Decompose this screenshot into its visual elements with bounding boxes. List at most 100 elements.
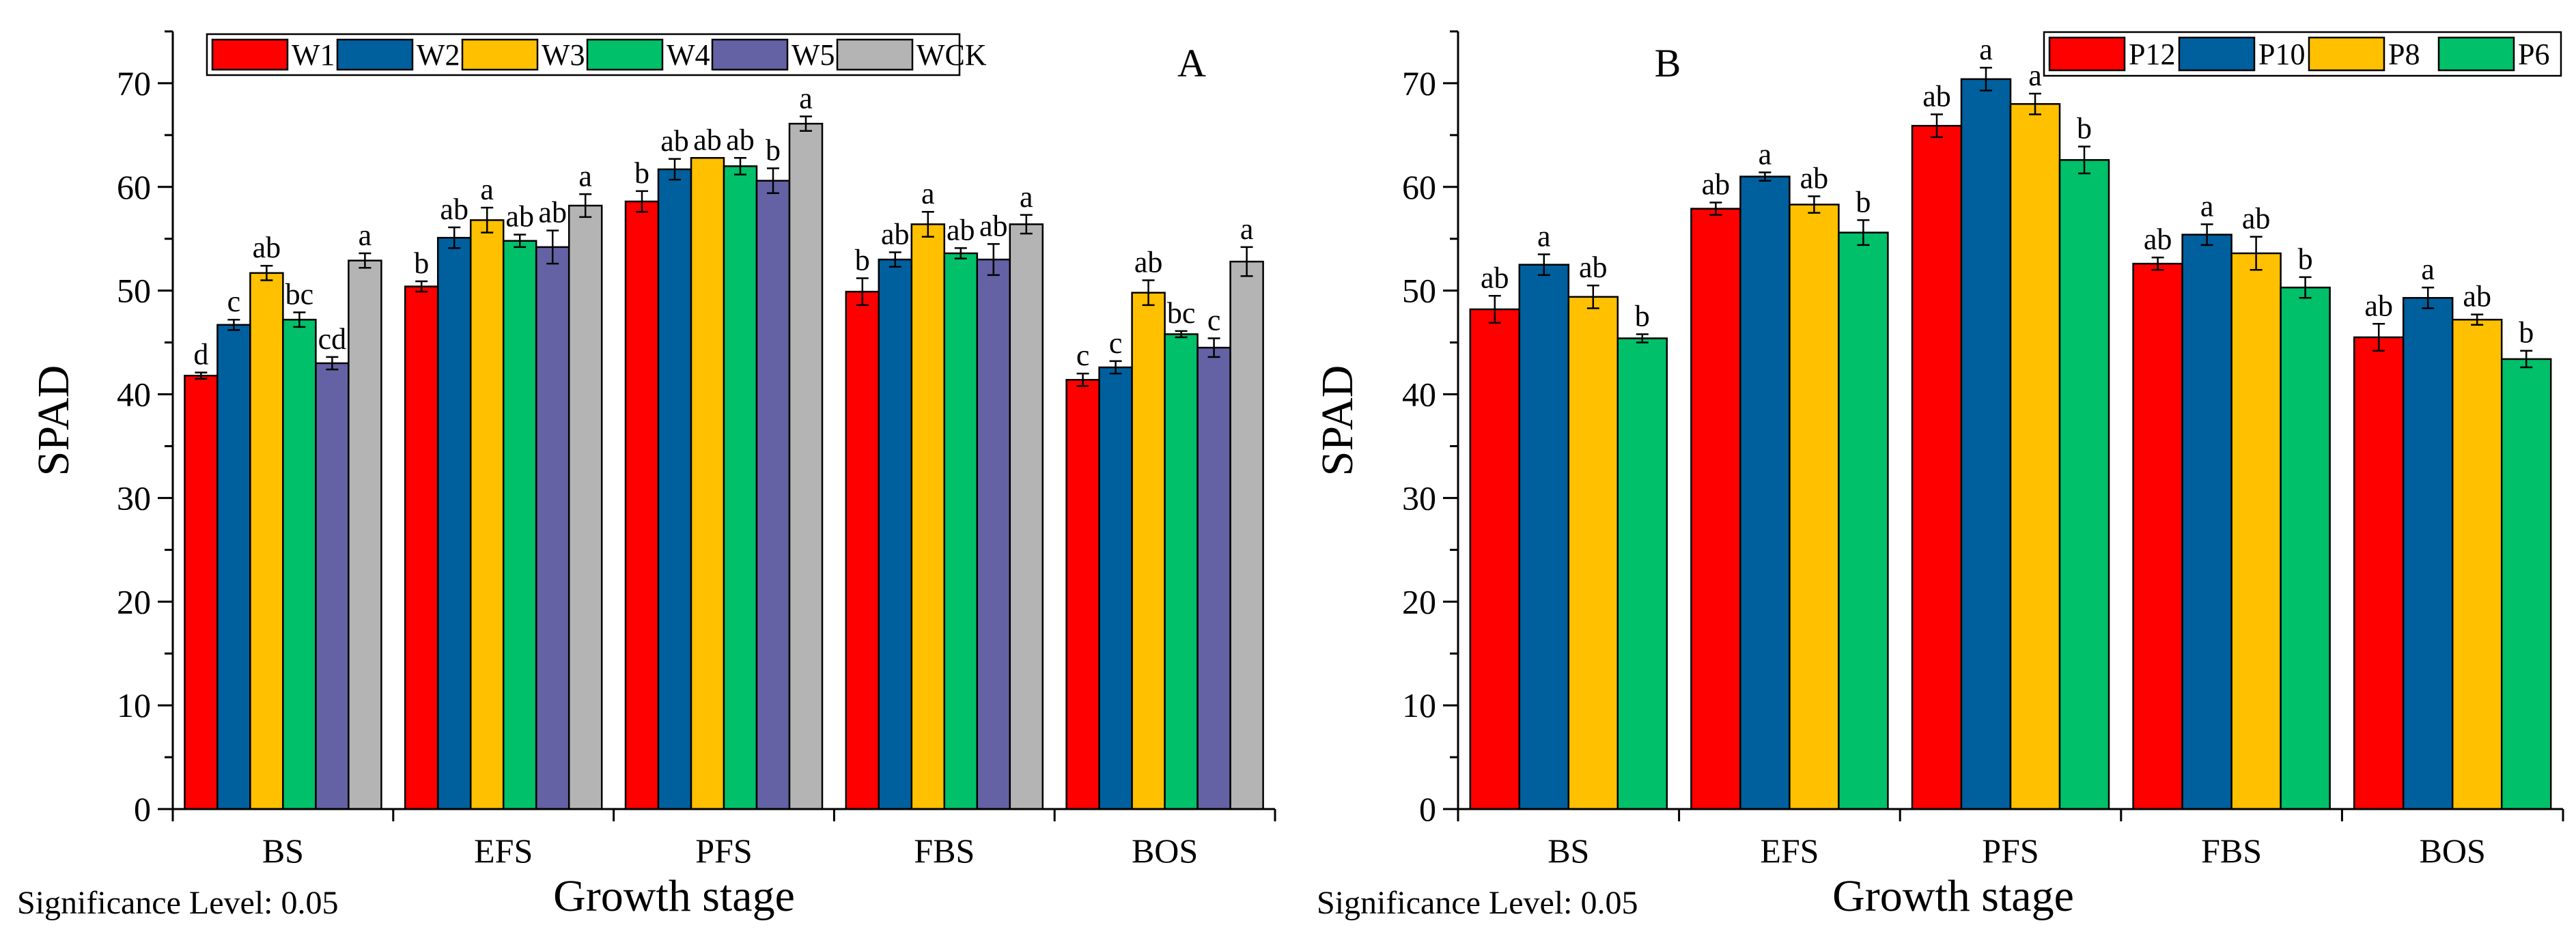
- significance-letter: cd: [318, 322, 347, 356]
- significance-letter: b: [2298, 242, 2313, 276]
- bar-p10-efs: [1739, 175, 1791, 810]
- bar-p6-fbs: [2280, 286, 2331, 810]
- bar-w1-fbs: [845, 290, 880, 810]
- legend-swatch-wck: [836, 38, 914, 71]
- bar-w5-efs: [535, 246, 570, 810]
- significance-letter: ab: [1800, 161, 1829, 195]
- bar-w5-pfs: [755, 180, 791, 810]
- bar-w4-bs: [282, 318, 317, 810]
- bar-wck-bos: [1229, 260, 1264, 810]
- significance-letter: a: [578, 159, 592, 193]
- significance-letter: c: [1109, 326, 1123, 360]
- significance-letter: ab: [693, 123, 722, 156]
- significance-letter: a: [2028, 59, 2042, 92]
- x-tick-label: PFS: [1982, 832, 2039, 870]
- significance-letter: ab: [979, 209, 1008, 242]
- bar-p10-pfs: [1960, 78, 2012, 810]
- legend-label-p6: P6: [2518, 38, 2549, 71]
- significance-letter: ab: [2364, 289, 2393, 322]
- y-tick-label: 70: [117, 64, 151, 102]
- bar-p10-bs: [1518, 264, 1570, 810]
- bar-w4-efs: [502, 240, 537, 810]
- significance-letter: a: [921, 177, 935, 210]
- x-tick-label: FBS: [2201, 832, 2262, 870]
- y-tick-label: 10: [117, 686, 151, 724]
- bar-w4-bos: [1164, 333, 1199, 810]
- y-tick-label: 40: [1402, 376, 1436, 414]
- y-tick-label: 40: [117, 376, 151, 414]
- legend-swatch-w1: [211, 38, 289, 71]
- significance-letter: a: [2421, 253, 2435, 286]
- significance-letter: ab: [2242, 202, 2271, 236]
- bar-wck-efs: [568, 204, 603, 810]
- significance-letter: ab: [538, 196, 567, 229]
- significance-letter: a: [1759, 138, 1772, 171]
- legend-label-w4: W4: [667, 38, 710, 72]
- bar-w2-bos: [1098, 366, 1133, 810]
- significance-letter: ab: [1922, 79, 1951, 113]
- significance-letter: ab: [440, 193, 468, 226]
- y-tick-label: 50: [1402, 272, 1436, 310]
- x-tick-label: BOS: [2420, 832, 2486, 870]
- bar-w1-pfs: [624, 200, 660, 810]
- bar-w5-bs: [315, 362, 350, 810]
- significance-letter: a: [2200, 189, 2214, 223]
- y-axis-title: SPAD: [1313, 365, 1362, 477]
- y-tick-label: 10: [1402, 686, 1436, 724]
- bar-p12-bos: [2353, 336, 2405, 810]
- legend-swatch-w2: [336, 38, 414, 71]
- significance-letter: a: [359, 218, 372, 252]
- y-axis-title: SPAD: [29, 365, 79, 477]
- legend-swatch-w4: [586, 38, 664, 71]
- legend-swatch-p6: [2437, 36, 2515, 72]
- bar-p8-fbs: [2230, 252, 2282, 810]
- legend-swatch-p10: [2178, 36, 2256, 72]
- significance-letter: a: [1020, 180, 1033, 214]
- significance-letter: b: [1856, 185, 1871, 218]
- significance-letter: a: [799, 82, 813, 115]
- significance-letter: bc: [1167, 296, 1196, 330]
- significance-letter: a: [1240, 212, 1254, 246]
- y-tick-label: 0: [1419, 790, 1436, 828]
- significance-letter: ab: [1481, 261, 1509, 294]
- significance-letter: a: [1537, 220, 1551, 253]
- significance-letter: b: [414, 246, 429, 280]
- x-axis-title: Growth stage: [1832, 871, 2074, 921]
- y-tick-label: 20: [117, 582, 151, 621]
- significance-letter: b: [855, 243, 870, 277]
- legend-label-w2: W2: [417, 38, 460, 72]
- y-tick-label: 50: [117, 272, 151, 310]
- legend-swatch-p8: [2308, 36, 2385, 72]
- bar-w2-fbs: [878, 258, 913, 810]
- legend-label-w1: W1: [292, 38, 335, 72]
- bar-p12-pfs: [1911, 124, 1963, 810]
- x-tick-label: BS: [262, 832, 304, 870]
- significance-letter: ab: [660, 124, 689, 158]
- bar-w1-bs: [184, 374, 219, 810]
- significance-letter: a: [1979, 33, 1993, 66]
- legend-label-p8: P8: [2388, 38, 2420, 71]
- legend-label-p12: P12: [2129, 38, 2175, 71]
- significance-letter: ab: [1579, 251, 1608, 284]
- x-tick-label: FBS: [914, 832, 975, 870]
- y-tick-label: 60: [1402, 168, 1436, 206]
- significance-letter: b: [1635, 299, 1650, 332]
- y-tick-label: 0: [134, 790, 151, 828]
- significance-letter: ab: [2144, 223, 2172, 256]
- significance-letter: b: [766, 133, 781, 167]
- significance-letter: ab: [2463, 280, 2491, 313]
- bar-p10-fbs: [2181, 234, 2232, 810]
- bar-w3-bs: [249, 272, 284, 810]
- bar-w2-efs: [436, 236, 472, 810]
- bar-p12-bs: [1469, 308, 1521, 810]
- bar-p12-efs: [1690, 208, 1741, 810]
- significance-letter: d: [193, 338, 208, 371]
- significance-letter: ab: [1702, 168, 1731, 201]
- bar-w1-efs: [404, 285, 439, 810]
- legend-swatch-w3: [461, 38, 539, 71]
- significance-letter: b: [2077, 112, 2092, 145]
- bar-p6-bs: [1616, 337, 1668, 810]
- x-tick-label: BOS: [1132, 832, 1198, 870]
